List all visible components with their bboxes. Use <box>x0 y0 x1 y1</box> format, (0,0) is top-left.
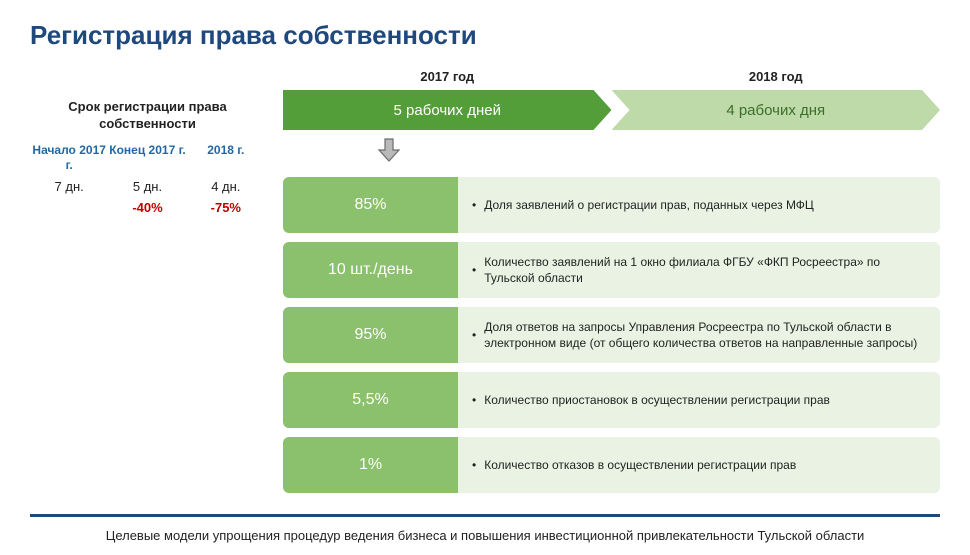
down-arrow-icon <box>375 136 403 164</box>
table-header: 2018 г. <box>187 143 265 173</box>
left-panel: Срок регистрации права собственности Нач… <box>30 69 265 493</box>
footer-text: Целевые модели упрощения процедур ведени… <box>0 528 970 543</box>
table-header: Начало 2017 г. <box>30 143 108 173</box>
bullet-icon: • <box>472 457 476 473</box>
table-value: 7 дн. <box>30 179 108 194</box>
metric-desc: • Количество отказов в осуществлении рег… <box>458 437 940 493</box>
bullet-icon: • <box>472 327 476 343</box>
left-heading: Срок регистрации права собственности <box>30 99 265 133</box>
metric-value: 10 шт./день <box>283 242 458 298</box>
chevron-2018: 4 рабочих дня <box>612 90 941 130</box>
table-col: Конец 2017 г. 5 дн. -40% <box>108 143 186 215</box>
table-delta: -40% <box>108 200 186 215</box>
metric-desc-text: Количество заявлений на 1 окно филиала Ф… <box>484 254 926 286</box>
metric-row: 85% • Доля заявлений о регистрации прав,… <box>283 177 940 233</box>
metric-desc: • Количество заявлений на 1 окно филиала… <box>458 242 940 298</box>
metric-desc-text: Количество отказов в осуществлении регис… <box>484 457 796 473</box>
metric-row: 1% • Количество отказов в осуществлении … <box>283 437 940 493</box>
bullet-icon: • <box>472 392 476 408</box>
table-col: 2018 г. 4 дн. -75% <box>187 143 265 215</box>
chevron-2017-label: 5 рабочих дней <box>394 102 501 119</box>
year-label-2018: 2018 год <box>612 69 941 84</box>
table-delta: -75% <box>187 200 265 215</box>
metric-desc-text: Доля заявлений о регистрации прав, подан… <box>484 197 814 213</box>
table-value: 5 дн. <box>108 179 186 194</box>
table-col: Начало 2017 г. 7 дн. <box>30 143 108 215</box>
table-header: Конец 2017 г. <box>108 143 186 173</box>
page-title: Регистрация права собственности <box>30 20 940 51</box>
metric-row: 5,5% • Количество приостановок в осущест… <box>283 372 940 428</box>
table-value: 4 дн. <box>187 179 265 194</box>
bullet-icon: • <box>472 262 476 278</box>
mini-table: Начало 2017 г. 7 дн. Конец 2017 г. 5 дн.… <box>30 143 265 215</box>
metrics-list: 85% • Доля заявлений о регистрации прав,… <box>283 177 940 493</box>
content: Срок регистрации права собственности Нач… <box>30 69 940 493</box>
metric-desc: • Доля заявлений о регистрации прав, под… <box>458 177 940 233</box>
metric-desc: • Доля ответов на запросы Управления Рос… <box>458 307 940 363</box>
year-labels: 2017 год 2018 год <box>283 69 940 84</box>
footer-divider <box>30 514 940 517</box>
metric-desc: • Количество приостановок в осуществлени… <box>458 372 940 428</box>
chevron-2017: 5 рабочих дней <box>283 90 612 130</box>
metric-value: 5,5% <box>283 372 458 428</box>
metric-value: 1% <box>283 437 458 493</box>
chevron-2018-label: 4 рабочих дня <box>726 102 825 119</box>
metric-row: 10 шт./день • Количество заявлений на 1 … <box>283 242 940 298</box>
metric-value: 85% <box>283 177 458 233</box>
year-label-2017: 2017 год <box>283 69 612 84</box>
metric-desc-text: Количество приостановок в осуществлении … <box>484 392 830 408</box>
metric-value: 95% <box>283 307 458 363</box>
metric-desc-text: Доля ответов на запросы Управления Росре… <box>484 319 926 351</box>
bullet-icon: • <box>472 197 476 213</box>
timeline: 5 рабочих дней 4 рабочих дня <box>283 90 940 130</box>
right-panel: 2017 год 2018 год 5 рабочих дней 4 рабоч… <box>283 69 940 493</box>
metric-row: 95% • Доля ответов на запросы Управления… <box>283 307 940 363</box>
